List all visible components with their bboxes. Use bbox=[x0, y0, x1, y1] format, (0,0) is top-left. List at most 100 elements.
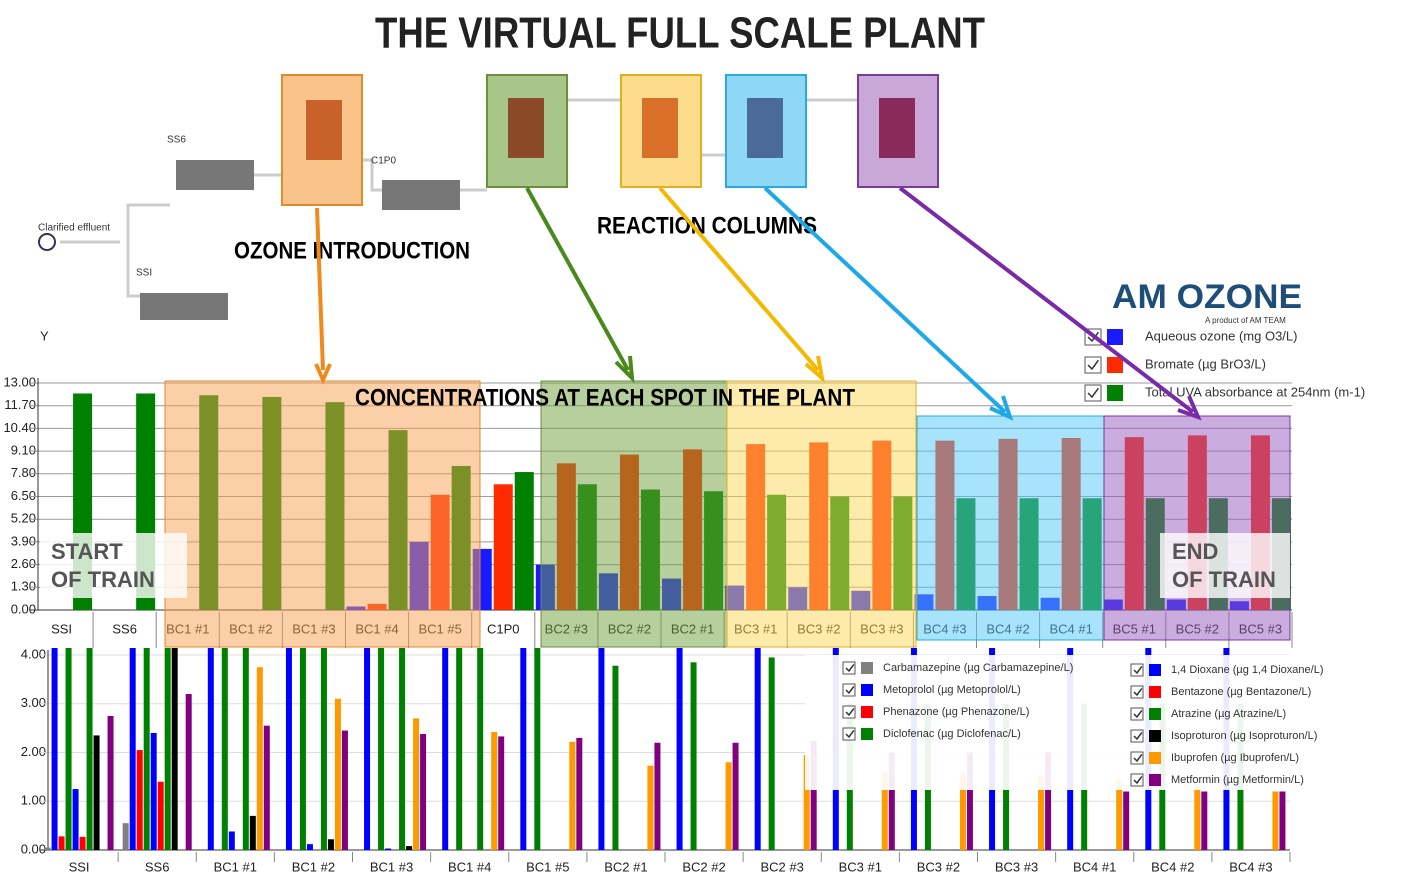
bar bbox=[420, 733, 427, 850]
bar bbox=[306, 844, 313, 850]
bar bbox=[249, 815, 256, 850]
legend-check bbox=[845, 729, 855, 739]
y-tick-label: 7.80 bbox=[11, 465, 36, 480]
bar bbox=[399, 648, 406, 850]
bar bbox=[364, 648, 371, 850]
x-tick-label: BC1 #3 bbox=[370, 859, 413, 874]
bar bbox=[1279, 791, 1286, 850]
pipe bbox=[60, 98, 858, 298]
region bbox=[916, 415, 1105, 641]
x-tick-label: BC2 #3 bbox=[761, 859, 804, 874]
bar bbox=[881, 771, 888, 850]
logo-tagline: A product of AM TEAM bbox=[1205, 316, 1286, 325]
bar bbox=[378, 648, 385, 850]
region bbox=[1103, 415, 1291, 641]
legend-label: Metoprolol (µg Metoprolol/L) bbox=[883, 684, 1021, 696]
bar bbox=[477, 648, 484, 850]
legend-check bbox=[1133, 731, 1143, 741]
column bbox=[306, 100, 342, 160]
bar bbox=[959, 772, 966, 850]
region bbox=[726, 380, 917, 648]
bar bbox=[150, 733, 157, 850]
legend-swatch bbox=[1149, 730, 1161, 742]
legend-check bbox=[1087, 331, 1100, 343]
bar bbox=[58, 836, 65, 850]
x-tick-label: BC4 #1 bbox=[1073, 859, 1116, 874]
bar bbox=[803, 754, 810, 850]
bar bbox=[498, 736, 505, 850]
legend-label: 1,4 Dioxane (µg 1,4 Dioxane/L) bbox=[1171, 664, 1323, 676]
bar bbox=[122, 823, 129, 850]
tank bbox=[176, 160, 254, 190]
legend-label: Phenazone (µg Phenazone/L) bbox=[883, 706, 1029, 718]
legend-swatch bbox=[1107, 385, 1123, 401]
legend-label: Aqueous ozone (mg O3/L) bbox=[1145, 328, 1297, 343]
bar bbox=[93, 735, 100, 850]
bar bbox=[888, 752, 895, 850]
bar bbox=[228, 831, 235, 850]
bar bbox=[654, 742, 661, 850]
bar bbox=[491, 732, 498, 850]
legend-swatch bbox=[1149, 664, 1161, 676]
arrow bbox=[314, 207, 332, 385]
bar bbox=[810, 740, 817, 850]
legend-label: Isoproturon (µg Isoproturon/L) bbox=[1171, 730, 1317, 742]
column bbox=[879, 98, 915, 158]
legend-check bbox=[845, 663, 855, 673]
legend-label: Bromate (µg BrO3/L) bbox=[1145, 356, 1266, 371]
legend-check bbox=[1133, 775, 1143, 785]
process-diagram: SS6 C1P0 Clarified effluent SSI bbox=[38, 74, 939, 320]
bar bbox=[157, 781, 164, 850]
bar bbox=[86, 648, 93, 850]
annotation: START bbox=[51, 539, 123, 564]
column bbox=[747, 98, 783, 158]
bar bbox=[493, 484, 513, 610]
x-tick-label: BC3 #2 bbox=[917, 859, 960, 874]
x-tick-label: BC2 #2 bbox=[682, 859, 725, 874]
x-tick-label: BC3 #3 bbox=[995, 859, 1038, 874]
x-tick-label: SSI bbox=[69, 859, 90, 874]
pump bbox=[38, 233, 56, 251]
x-tick-label: BC1 #5 bbox=[526, 859, 569, 874]
bar bbox=[385, 848, 392, 850]
bar bbox=[647, 765, 654, 850]
y-tick-label: 4.00 bbox=[21, 646, 46, 661]
y-tick-label: 0.00 bbox=[21, 841, 46, 856]
y-tick-label: 3.00 bbox=[21, 695, 46, 710]
legend-check bbox=[1133, 665, 1143, 675]
y-tick-label: 10.40 bbox=[3, 420, 36, 435]
arrows bbox=[314, 186, 1202, 421]
bar bbox=[456, 648, 463, 850]
legend-checkbox bbox=[1130, 685, 1144, 699]
legend-checkbox bbox=[1084, 384, 1102, 402]
legend-checkbox bbox=[1130, 773, 1144, 787]
bar bbox=[1038, 775, 1045, 850]
y-axis-label: Y bbox=[40, 328, 49, 343]
bar bbox=[129, 648, 136, 850]
bar bbox=[320, 648, 327, 850]
legend-check bbox=[1087, 359, 1100, 371]
y-tick-label: 11.70 bbox=[4, 397, 36, 412]
bar bbox=[598, 648, 605, 850]
bar bbox=[171, 648, 178, 850]
bar bbox=[1201, 791, 1208, 850]
label-box bbox=[40, 533, 187, 598]
y-tick-label: 13.00 bbox=[3, 374, 36, 389]
bar bbox=[1123, 791, 1130, 850]
legend-label: Ibuprofen (µg Ibuprofen/L) bbox=[1171, 752, 1299, 764]
x-tick-label: BC1 #1 bbox=[214, 859, 257, 874]
bar bbox=[72, 789, 79, 850]
bar bbox=[263, 725, 270, 850]
bar bbox=[612, 665, 619, 850]
bar bbox=[164, 648, 171, 850]
bar bbox=[1045, 752, 1052, 850]
legend-swatch bbox=[1107, 357, 1123, 373]
legend-swatch bbox=[1149, 774, 1161, 786]
unit-label: Clarified effluent bbox=[38, 223, 110, 234]
annotation: OF TRAIN bbox=[1172, 567, 1276, 592]
x-tick-label: SSI bbox=[51, 621, 72, 636]
y-tick-label: 1.00 bbox=[21, 793, 46, 808]
legend-label: Metformin (µg Metformin/L) bbox=[1171, 774, 1304, 786]
bar bbox=[242, 648, 249, 850]
